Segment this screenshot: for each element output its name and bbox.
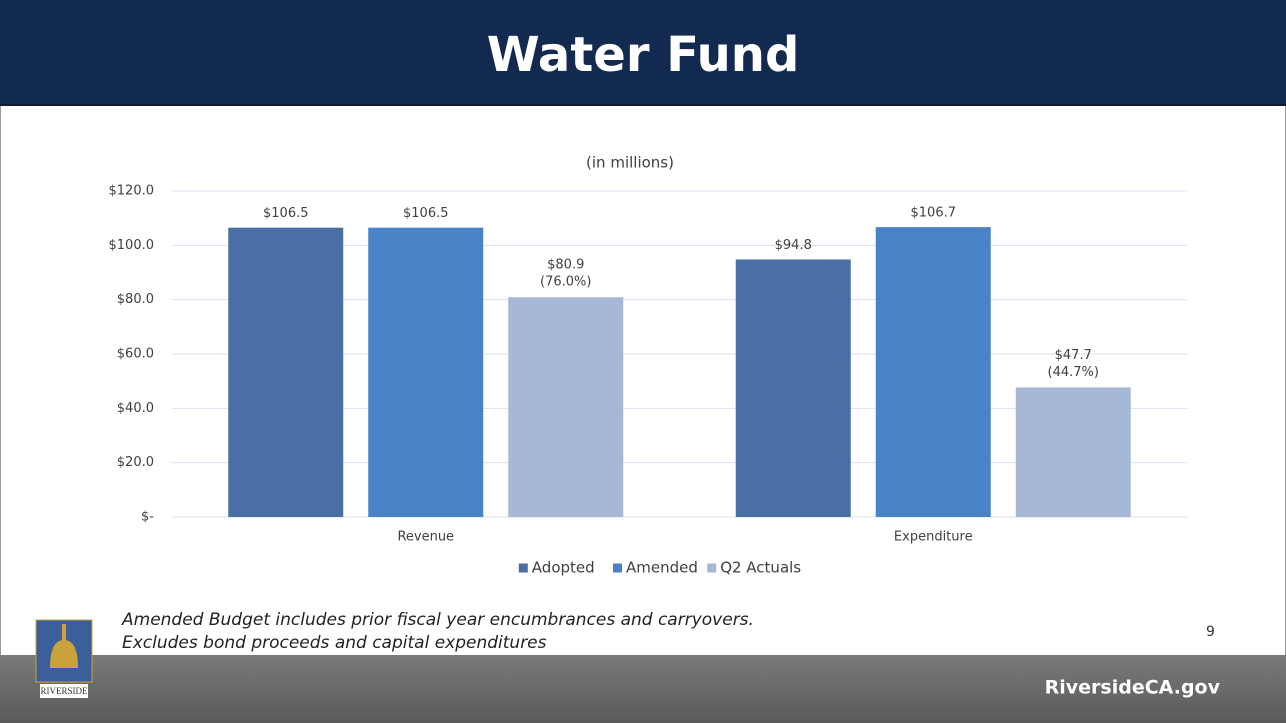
bar [368,227,484,518]
x-tick-label: Revenue [397,530,454,545]
title: Water Fund [487,27,800,83]
y-tick-label: $120.0 [109,184,155,199]
data-label: $106.7 [911,206,957,221]
data-label: $94.8 [775,238,812,253]
y-tick-label: $40.0 [117,401,154,416]
y-tick-label: $20.0 [117,455,154,470]
legend-swatch [613,563,622,573]
legend-label: Adopted [532,559,595,577]
data-label: (76.0%) [540,275,591,290]
header [0,0,1286,104]
footer-url: RiversideCA.gov [1045,677,1221,699]
data-label: $106.5 [403,206,449,221]
data-label: $106.5 [263,206,309,221]
plot: $- $20.0 $40.0 $60.0 $80.0 $100.0 $120.0 Revenu… [109,184,1187,577]
header-rule [0,104,1286,106]
logo-bell [50,640,78,668]
footer-band [0,655,1286,723]
bar [228,227,344,518]
y-tick-label: $60.0 [117,347,154,362]
y-tick-label: $- [141,510,154,525]
bar [1015,387,1131,517]
bar [875,227,991,518]
data-label: $80.9 [547,258,584,273]
y-tick-label: $100.0 [109,238,155,253]
note: Excludes bond proceeds and capital expen… [122,633,547,653]
note: Amended Budget includes prior fiscal yea… [121,610,754,630]
y-tick-label: $80.0 [117,292,154,307]
logo: RIVERSIDE [35,619,93,698]
legend-swatch [518,563,528,573]
page-number: 9 [1206,624,1215,640]
logo-cross [62,624,66,642]
chart-subtitle: (in millions) [586,154,674,172]
logo-text: RIVERSIDE [41,686,89,696]
x-tick-label: Expenditure [894,530,973,545]
bar [508,297,624,517]
legend-label: Amended [626,559,698,577]
data-label: (44.7%) [1048,365,1099,380]
legend-label: Q2 Actuals [720,559,801,577]
bar [735,259,851,517]
legend-swatch [707,563,717,573]
data-label: $47.7 [1055,348,1092,363]
logo-plate [40,684,88,698]
